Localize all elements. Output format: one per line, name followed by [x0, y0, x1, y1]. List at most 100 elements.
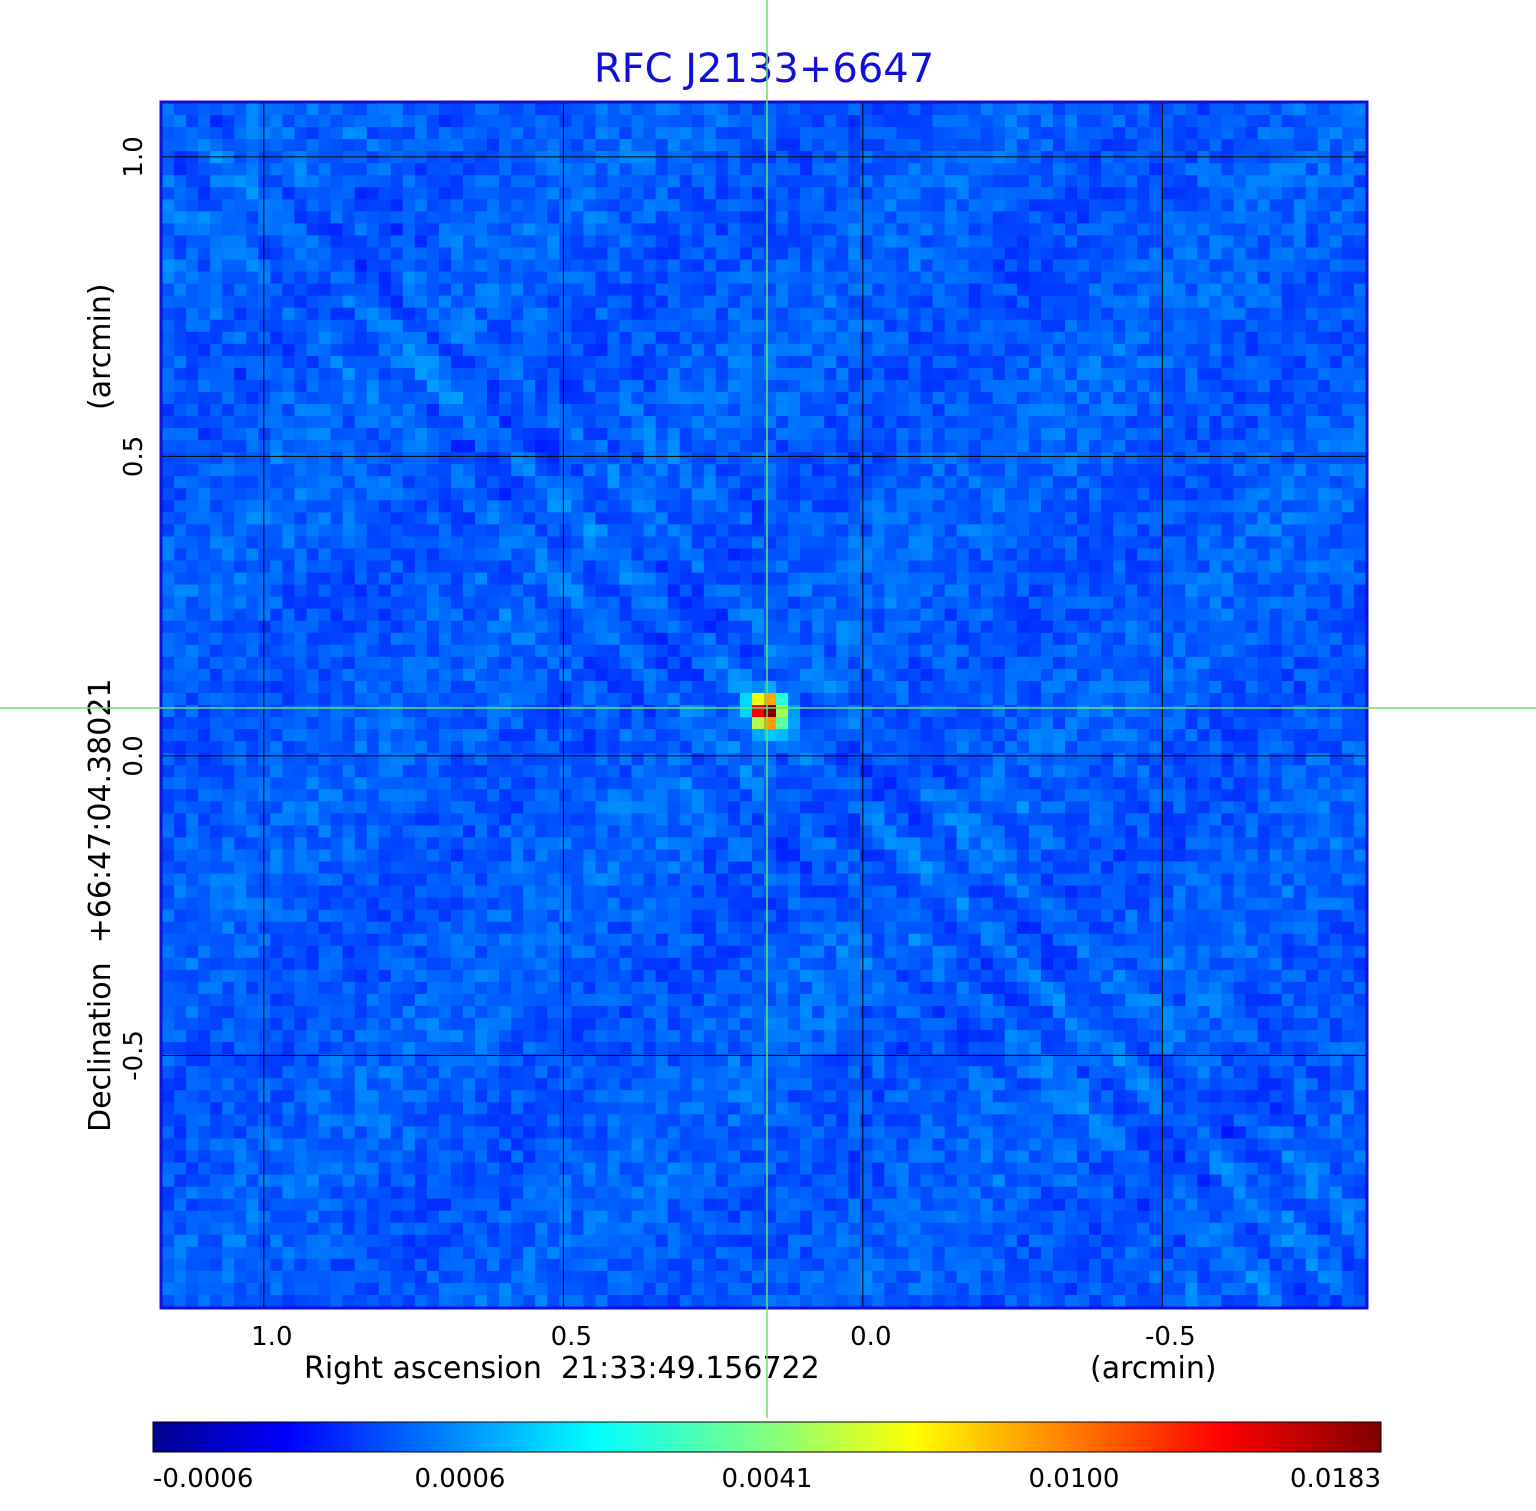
pixel — [1113, 464, 1126, 477]
pixel — [619, 632, 633, 646]
pixel — [1305, 139, 1319, 152]
pixel — [1028, 548, 1042, 562]
pixel — [559, 139, 572, 152]
pixel — [282, 247, 296, 261]
pixel — [523, 259, 536, 273]
pixel — [1077, 560, 1090, 574]
pixel — [390, 295, 404, 309]
pixel — [1137, 259, 1150, 273]
pixel — [715, 668, 729, 682]
pixel — [1257, 103, 1271, 116]
pixel — [739, 548, 753, 562]
pixel — [1293, 680, 1307, 694]
pixel — [366, 428, 380, 441]
pixel — [450, 560, 464, 574]
pixel — [619, 235, 633, 249]
pixel — [547, 416, 560, 429]
pixel — [812, 584, 825, 598]
pixel — [487, 127, 500, 140]
pixel — [1113, 247, 1126, 261]
pixel — [174, 283, 187, 297]
pixel — [944, 536, 958, 550]
pixel — [535, 404, 548, 417]
pixel — [450, 319, 464, 333]
pixel — [475, 488, 488, 501]
pixel — [788, 163, 801, 176]
pixel — [715, 163, 729, 176]
pixel — [1052, 692, 1066, 706]
pixel — [583, 500, 597, 513]
pixel — [198, 608, 211, 622]
pixel — [1028, 500, 1042, 513]
pixel — [499, 199, 512, 212]
pixel — [378, 319, 392, 333]
pixel — [944, 620, 958, 634]
pixel — [583, 548, 597, 562]
pixel — [992, 644, 1006, 658]
pixel — [1305, 379, 1319, 393]
pixel — [824, 139, 837, 152]
pixel — [619, 560, 633, 574]
pixel — [366, 259, 380, 273]
pixel — [583, 536, 597, 550]
pixel — [342, 295, 356, 309]
pixel — [1221, 139, 1235, 152]
pixel — [1185, 367, 1199, 381]
pixel — [1221, 668, 1235, 682]
pixel — [1233, 163, 1247, 176]
pixel — [607, 355, 621, 369]
pixel — [1004, 572, 1018, 586]
pixel — [1197, 151, 1211, 164]
pixel — [764, 428, 777, 441]
pixel — [836, 175, 849, 188]
pixel — [499, 235, 512, 249]
pixel — [607, 127, 621, 140]
pixel — [1209, 512, 1223, 525]
pixel — [210, 644, 223, 658]
pixel — [800, 235, 813, 249]
pixel — [234, 608, 247, 622]
pixel — [1149, 103, 1162, 116]
pixel — [366, 247, 380, 261]
pixel — [438, 584, 452, 598]
pixel — [414, 127, 428, 140]
pixel — [715, 379, 729, 393]
pixel — [764, 283, 777, 297]
pixel — [992, 139, 1006, 152]
pixel — [463, 572, 476, 586]
pixel — [318, 295, 332, 309]
pixel — [234, 476, 247, 489]
pixel — [1173, 428, 1186, 441]
pixel — [1209, 331, 1223, 345]
pixel — [499, 259, 512, 273]
pixel — [968, 476, 982, 489]
pixel — [643, 416, 657, 429]
pixel — [860, 584, 873, 598]
pixel — [751, 211, 765, 224]
pixel — [1197, 343, 1211, 357]
pixel — [824, 103, 837, 116]
pixel — [1185, 464, 1199, 477]
pixel — [691, 355, 705, 369]
pixel — [739, 476, 753, 489]
pixel — [511, 115, 524, 128]
pixel — [1040, 343, 1054, 357]
pixel — [1125, 367, 1138, 381]
pixel — [800, 307, 813, 321]
pixel — [1161, 391, 1174, 405]
pixel — [1137, 151, 1150, 164]
pixel — [523, 404, 536, 417]
pixel — [643, 596, 657, 610]
pixel — [1329, 343, 1343, 357]
pixel — [980, 644, 994, 658]
pixel — [1016, 512, 1030, 525]
pixel — [1341, 223, 1355, 237]
pixel — [559, 488, 572, 501]
pixel — [342, 379, 356, 393]
pixel — [366, 211, 380, 224]
pixel — [607, 103, 621, 116]
pixel — [607, 283, 621, 297]
pixel — [234, 331, 247, 345]
pixel — [487, 307, 500, 321]
pixel — [438, 548, 452, 562]
